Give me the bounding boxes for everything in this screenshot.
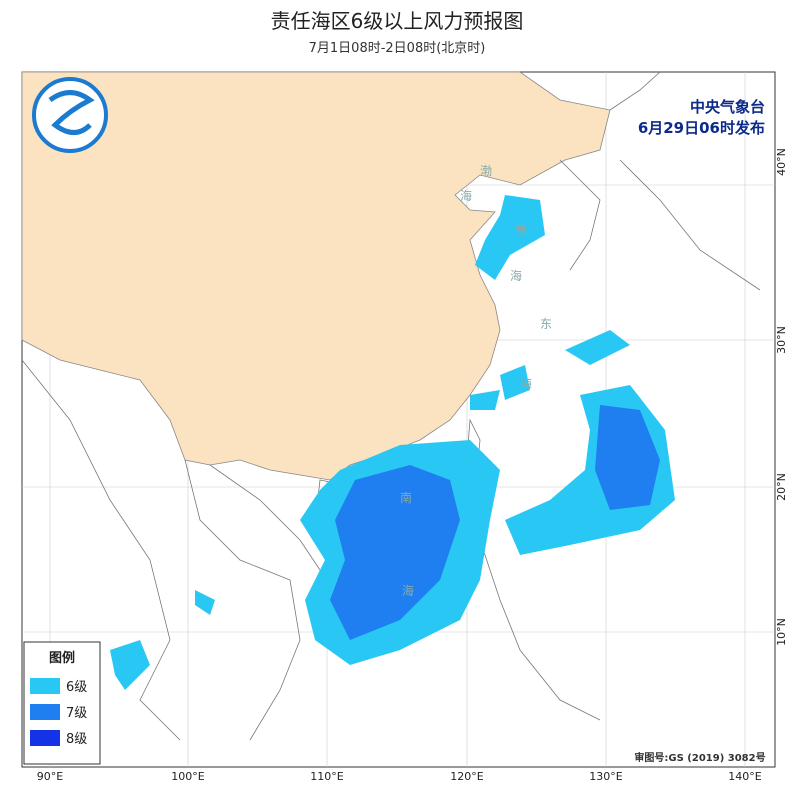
lon-label: 120°E (450, 770, 483, 783)
lon-label: 130°E (589, 770, 622, 783)
sea-label: 海 (460, 188, 472, 203)
lon-label: 110°E (310, 770, 343, 783)
lon-label: 140°E (728, 770, 761, 783)
legend: 图例 6级 7级 8级 (23, 641, 101, 765)
sea-label: 东 (540, 317, 552, 331)
sea-label: 海 (520, 376, 532, 391)
sea-label: 南 (400, 490, 412, 505)
lon-label: 90°E (37, 770, 63, 783)
sea-label: 海 (402, 583, 414, 598)
legend-label: 7级 (66, 706, 87, 721)
lon-labels: 90°E 100°E 110°E 120°E 130°E 140°E (37, 770, 762, 783)
issue-time: 6月29日06时发布 (638, 119, 765, 137)
lat-label: 20°N (775, 473, 788, 501)
legend-title: 图例 (49, 650, 75, 666)
lon-label: 100°E (171, 770, 204, 783)
logo-mark (48, 90, 95, 135)
sea-label: 渤 (480, 164, 492, 178)
lat-label: 40°N (775, 148, 788, 176)
wind-7 (330, 405, 660, 640)
sea-labels: 渤 海 黄 海 东 海 南 海 (400, 164, 552, 598)
legend-label: 6级 (66, 680, 87, 695)
lat-label: 30°N (775, 326, 788, 354)
legend-label: 8级 (66, 732, 87, 747)
issuer-name: 中央气象台 (690, 98, 765, 116)
lat-labels: 40°N 30°N 20°N 10°N (775, 148, 788, 646)
legend-swatch (30, 678, 60, 694)
legend-swatch (30, 730, 60, 746)
approval-number: 审图号:GS (2019) 3082号 (634, 751, 765, 764)
subtitle: 7月1日08时-2日08时(北京时) (309, 41, 486, 56)
sea-label: 黄 (515, 224, 527, 238)
lat-label: 10°N (775, 618, 788, 646)
title: 责任海区6级以上风力预报图 (271, 9, 524, 33)
legend-swatch (30, 704, 60, 720)
sea-label: 海 (510, 268, 522, 283)
